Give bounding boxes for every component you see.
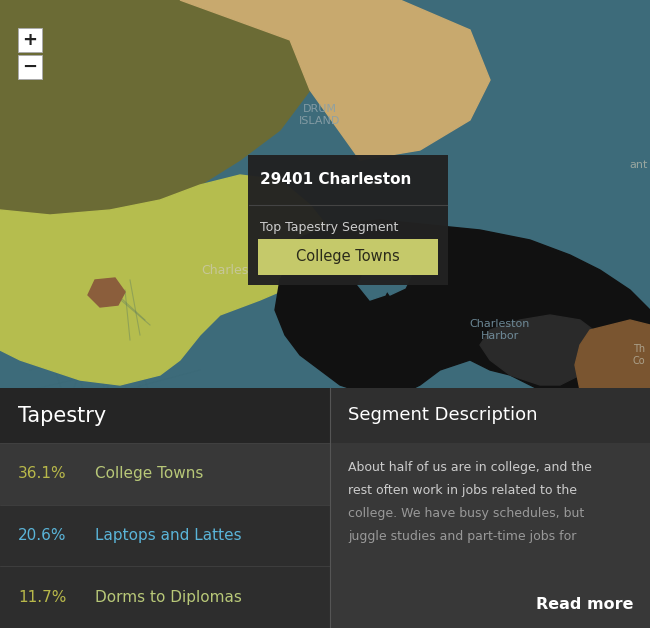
Bar [0, 388, 330, 443]
Bar [0, 566, 330, 628]
Text: 20.6%: 20.6% [18, 528, 66, 543]
Polygon shape [180, 0, 490, 160]
FancyBboxPatch shape [248, 155, 448, 285]
Polygon shape [378, 258, 415, 295]
Text: College Towns: College Towns [95, 467, 203, 481]
Text: College Towns: College Towns [296, 249, 400, 264]
Bar [0, 505, 330, 566]
Text: ant: ant [630, 160, 648, 170]
Bar [0, 443, 330, 505]
Text: Top Tapestry Segment: Top Tapestry Segment [260, 220, 398, 234]
Text: college. We have busy schedules, but: college. We have busy schedules, but [348, 507, 584, 520]
Text: Charleston: Charleston [202, 264, 269, 276]
FancyBboxPatch shape [18, 55, 42, 79]
Polygon shape [480, 315, 600, 385]
Text: −: − [23, 58, 38, 76]
Text: 11.7%: 11.7% [18, 590, 66, 605]
Text: Tapestry: Tapestry [18, 406, 106, 426]
Polygon shape [275, 220, 650, 405]
Text: Laptops and Lattes: Laptops and Lattes [95, 528, 242, 543]
FancyBboxPatch shape [258, 239, 438, 275]
Text: +: + [23, 31, 38, 49]
Bar [330, 388, 650, 443]
Text: Charleston
Harbor: Charleston Harbor [470, 319, 530, 341]
Text: DRUM
ISLAND: DRUM ISLAND [299, 104, 341, 126]
Polygon shape [358, 265, 395, 300]
Text: 36.1%: 36.1% [18, 467, 66, 481]
Text: juggle studies and part-time jobs for: juggle studies and part-time jobs for [348, 530, 577, 543]
Bar [330, 388, 650, 628]
Text: 29401 Charleston: 29401 Charleston [260, 173, 411, 188]
Text: Dorms to Diplomas: Dorms to Diplomas [95, 590, 242, 605]
Bar [0, 388, 330, 628]
Text: Th
Co: Th Co [632, 344, 645, 365]
Polygon shape [88, 278, 125, 307]
Polygon shape [0, 0, 320, 215]
Text: Read more: Read more [536, 597, 634, 612]
Polygon shape [575, 320, 650, 410]
Polygon shape [0, 175, 330, 385]
Text: Segment Description: Segment Description [348, 406, 538, 425]
Text: rest often work in jobs related to the: rest often work in jobs related to the [348, 484, 577, 497]
FancyBboxPatch shape [18, 28, 42, 52]
Text: About half of us are in college, and the: About half of us are in college, and the [348, 461, 592, 474]
